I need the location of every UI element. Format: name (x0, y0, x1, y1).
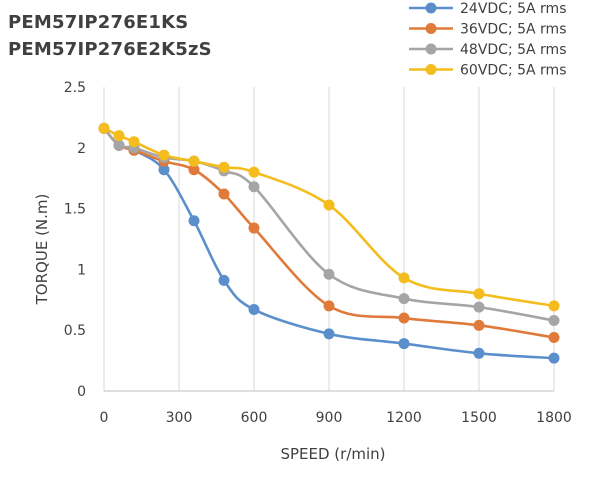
legend-swatch-marker-0 (425, 2, 437, 14)
legend-entry-label: 60VDC; 5A rms (460, 63, 567, 79)
series-0-point-6 (248, 304, 260, 316)
series-2-point-9 (473, 301, 485, 313)
legend-entry-label: 36VDC; 5A rms (460, 22, 567, 38)
x-tick-label: 1800 (536, 410, 572, 426)
series-1-point-4 (188, 164, 200, 176)
series-3-point-3 (158, 149, 170, 161)
tick-labels: 0 300 600 900 1200 1500 1800 0 0.5 1 1.5 2 2.5 (64, 80, 572, 426)
legend-entry-label: 24VDC; 5A rms (460, 1, 567, 17)
series-0-point-3 (158, 164, 170, 176)
x-tick-label: 0 (100, 410, 109, 426)
series-points (98, 122, 560, 364)
series-3-point-2 (128, 136, 140, 148)
series-1-point-10 (548, 331, 560, 343)
series-2-point-8 (398, 293, 410, 305)
x-tick-label: 1500 (461, 410, 497, 426)
series-2-point-6 (248, 181, 260, 193)
x-tick-label: 900 (316, 410, 343, 426)
series-1-point-6 (248, 222, 260, 234)
series-1-point-5 (218, 188, 230, 200)
series-3-point-6 (248, 166, 260, 178)
series-0-point-10 (548, 352, 560, 364)
series-0-point-7 (323, 328, 335, 340)
series-1-point-8 (398, 312, 410, 324)
x-tick-label: 300 (166, 410, 193, 426)
y-tick-label: 2.5 (64, 80, 86, 96)
series-2-point-10 (548, 314, 560, 326)
legend-swatch-marker-2 (425, 43, 437, 55)
x-axis-label: SPEED (r/min) (280, 445, 385, 463)
series-3-point-4 (188, 155, 200, 167)
series-0-point-4 (188, 215, 200, 227)
series-3-point-5 (218, 161, 230, 173)
y-tick-label: 0 (77, 384, 86, 400)
series-3-point-7 (323, 199, 335, 211)
series-3-point-1 (113, 130, 125, 142)
x-tick-label: 1200 (386, 410, 422, 426)
series-3-point-8 (398, 272, 410, 284)
y-tick-label: 0.5 (64, 323, 86, 339)
y-axis-label: TORQUE (N.m) (33, 194, 51, 306)
series-2-point-7 (323, 268, 335, 280)
legend-swatch-marker-3 (425, 64, 437, 75)
series-0-point-8 (398, 338, 410, 350)
series-0-point-9 (473, 347, 485, 359)
series-1-point-9 (473, 319, 485, 331)
series-1-point-7 (323, 300, 335, 312)
chart-title-line-2: PEM57IP276E2K5zS (8, 39, 212, 60)
series-3-point-9 (473, 288, 485, 300)
series-2-point-1 (113, 139, 125, 151)
legend-entry-label: 48VDC; 5A rms (460, 42, 567, 58)
series-0-point-5 (218, 274, 230, 286)
series-3-point-0 (98, 122, 110, 134)
y-tick-label: 1 (77, 262, 86, 278)
x-tick-label: 600 (241, 410, 268, 426)
y-tick-label: 2 (77, 141, 86, 157)
chart-title-line-1: PEM57IP276E1KS (8, 12, 189, 33)
grid (103, 87, 555, 391)
series-3-point-10 (548, 300, 560, 312)
legend-swatch-marker-1 (425, 23, 437, 34)
y-tick-label: 1.5 (64, 202, 86, 218)
legend: 24VDC; 5A rms 36VDC; 5A rms 48VDC; 5A rms 6… (409, 1, 567, 79)
